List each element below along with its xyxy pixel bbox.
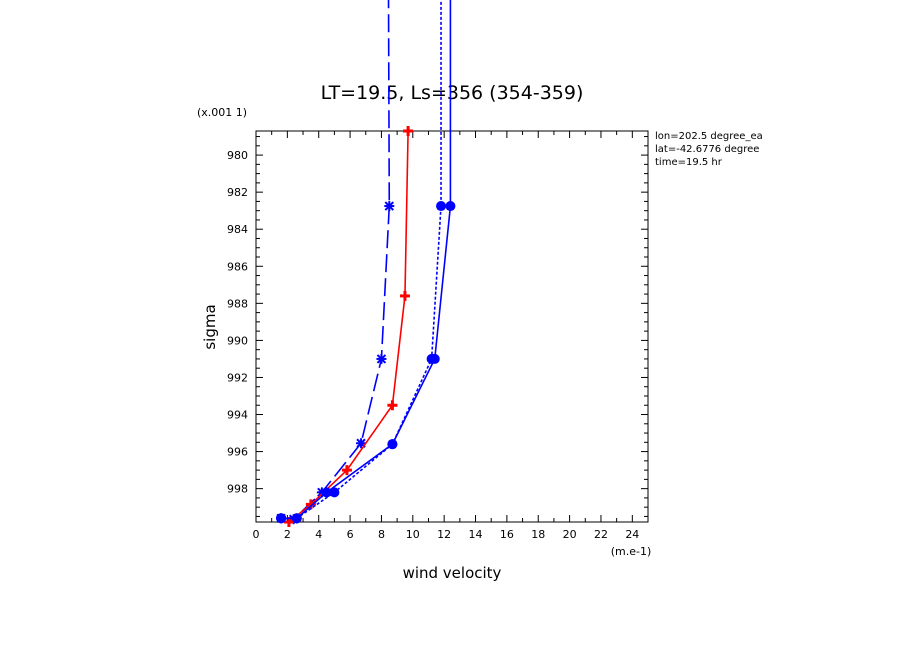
x-axis-label: wind velocity	[403, 564, 502, 582]
data-point	[356, 438, 367, 449]
series-1	[276, 0, 395, 525]
data-point	[321, 487, 332, 498]
y-tick-label: 996	[227, 446, 248, 459]
data-point	[276, 513, 287, 524]
data-point	[399, 290, 410, 301]
x-tick-label: 20	[563, 528, 577, 541]
data-point	[387, 439, 398, 450]
y-tick-label: 990	[227, 334, 248, 347]
plot-frame	[255, 130, 649, 523]
star-bar	[376, 354, 387, 364]
info-lat: lat=-42.6776 degree	[655, 144, 759, 155]
x-tick-label: 4	[315, 528, 322, 541]
data-point	[376, 353, 387, 364]
data-point	[387, 400, 398, 411]
star-bar	[356, 438, 366, 448]
data-point	[291, 513, 302, 524]
y-tick-label: 984	[227, 223, 248, 236]
series-2	[283, 126, 414, 527]
x-tick-label: 8	[378, 528, 385, 541]
data-point	[436, 201, 447, 212]
y-tick-label: 982	[227, 186, 248, 199]
data-point	[403, 126, 414, 136]
data-point	[305, 499, 316, 510]
x-tick-label: 18	[531, 528, 545, 541]
series-4	[276, 0, 456, 524]
chart-title: LT=19.5, Ls=356 (354-359)	[321, 82, 584, 104]
data-point	[429, 353, 440, 364]
x-tick-label: 24	[625, 528, 639, 541]
info-lon: lon=202.5 degree_ea	[655, 131, 763, 142]
x-tick-label: 0	[253, 528, 260, 541]
x-tick-label: 14	[469, 528, 483, 541]
x-tick-label: 6	[347, 528, 354, 541]
x-unit-label: (m.e-1)	[611, 545, 652, 558]
series-line	[288, 130, 409, 523]
y-tick-label: 998	[227, 483, 248, 496]
y-tick-label: 992	[227, 371, 248, 384]
y-tick-label: 980	[227, 149, 248, 162]
series-line	[281, 0, 452, 520]
info-time: time=19.5 hr	[655, 157, 723, 168]
data-point	[341, 465, 352, 476]
x-tick-label: 22	[594, 528, 608, 541]
x-tick-label: 2	[284, 528, 291, 541]
data-point	[384, 201, 395, 212]
y-tick-label: 986	[227, 260, 248, 273]
x-tick-label: 10	[406, 528, 420, 541]
x-tick-label: 12	[437, 528, 451, 541]
data-point	[445, 201, 456, 212]
star-bar	[384, 201, 394, 211]
data-point	[329, 487, 340, 498]
y-axis-label: sigma	[201, 304, 219, 349]
x-tick-label: 16	[500, 528, 514, 541]
y-tick-label: 988	[227, 297, 248, 310]
y-unit-label: (x.001 1)	[197, 106, 247, 119]
series-line	[281, 0, 391, 521]
y-tick-label: 994	[227, 409, 248, 422]
